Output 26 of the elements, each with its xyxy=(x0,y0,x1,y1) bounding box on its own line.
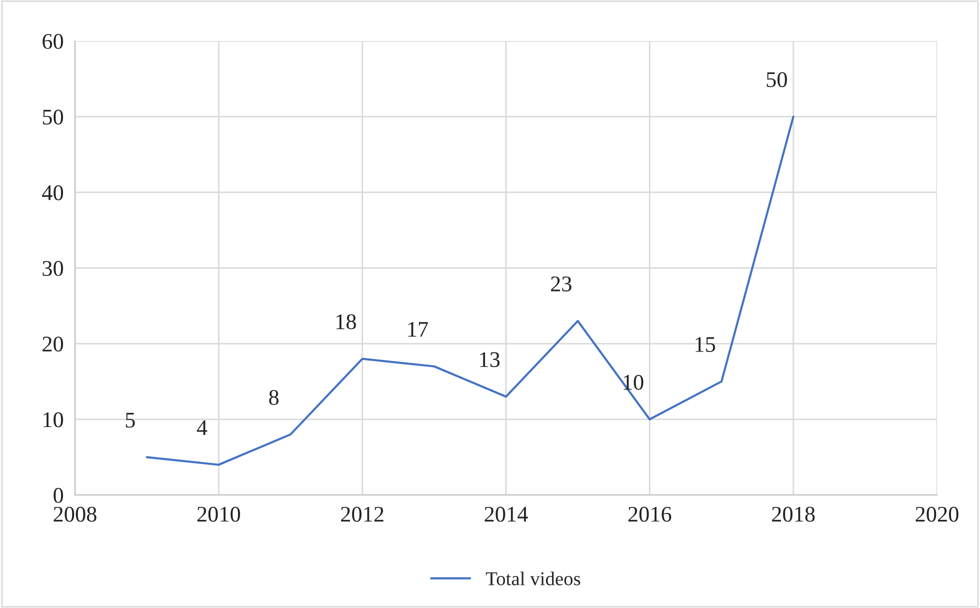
data-label: 15 xyxy=(696,337,716,352)
y-tick-label: 20 xyxy=(42,336,64,352)
data-label: 13 xyxy=(480,352,500,368)
y-tick-label: 40 xyxy=(42,185,64,200)
data-label: 10 xyxy=(624,374,644,390)
x-tick-label: 2010 xyxy=(197,506,240,522)
y-tick-label: 50 xyxy=(42,110,64,125)
data-label: 23 xyxy=(551,276,572,292)
data-label: 18 xyxy=(336,314,356,330)
legend-label: Total videos xyxy=(486,572,580,586)
y-tick-label: 10 xyxy=(44,412,64,428)
x-tick-label: 2012 xyxy=(341,506,384,522)
x-tick-label: 2018 xyxy=(772,506,815,522)
data-label: 8 xyxy=(269,390,279,405)
line-series xyxy=(146,116,794,466)
x-tick-label: 2014 xyxy=(484,506,528,522)
data-label: 5 xyxy=(126,412,135,428)
x-tick-label: 2020 xyxy=(916,506,958,522)
x-tick-label: 2008 xyxy=(54,506,96,522)
y-tick-label: 60 xyxy=(42,34,64,49)
y-tick-label: 0 xyxy=(54,488,64,503)
data-label: 50 xyxy=(766,72,787,88)
data-label: 17 xyxy=(408,322,428,337)
y-tick-label: 30 xyxy=(42,260,64,276)
data-label: 4 xyxy=(196,420,208,435)
x-tick-label: 2016 xyxy=(628,506,672,522)
